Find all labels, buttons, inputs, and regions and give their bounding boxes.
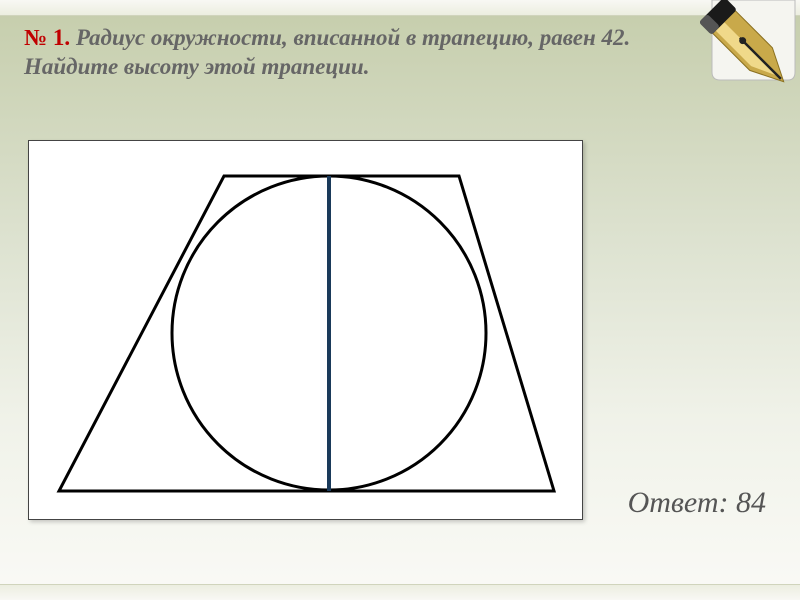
pen-icon [680,0,800,120]
footer-decor-bar [0,584,800,600]
answer-label: Ответ: [628,486,729,519]
problem-text: Радиус окружности, вписанной в трапецию,… [24,25,630,79]
answer-value: 84 [736,486,766,519]
geometry-diagram [28,140,583,520]
answer-block: Ответ: 84 [628,486,766,520]
trapezoid-shape [59,176,554,491]
diagram-svg [29,141,584,521]
problem-title: № 1. Радиус окружности, вписанной в трап… [24,24,660,82]
problem-number: № 1. [24,25,70,50]
